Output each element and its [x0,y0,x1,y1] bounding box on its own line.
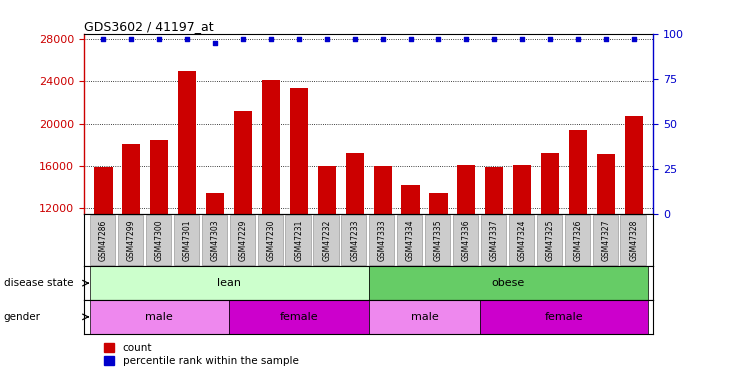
Text: male: male [145,312,173,322]
FancyBboxPatch shape [90,266,369,300]
Point [545,36,556,42]
Point [488,36,500,42]
Point [628,36,639,42]
Text: gender: gender [4,312,41,322]
Bar [513,165,531,336]
FancyBboxPatch shape [201,215,227,265]
FancyBboxPatch shape [229,300,369,334]
Bar [569,130,587,336]
FancyBboxPatch shape [481,215,506,265]
FancyBboxPatch shape [369,266,648,300]
Bar [374,166,392,336]
FancyBboxPatch shape [509,215,534,265]
Text: GSM47229: GSM47229 [239,219,247,261]
FancyBboxPatch shape [537,215,562,265]
Point [377,36,388,42]
Text: GSM47326: GSM47326 [574,219,583,261]
Point [293,36,304,42]
Point [516,36,528,42]
FancyBboxPatch shape [453,215,478,265]
Text: GSM47328: GSM47328 [629,219,638,261]
FancyBboxPatch shape [425,215,450,265]
Bar [94,167,112,336]
Bar [318,166,336,336]
Text: GSM47231: GSM47231 [294,219,304,261]
Text: GSM47336: GSM47336 [462,219,471,261]
Point [153,36,165,42]
Text: GSM47333: GSM47333 [378,219,387,261]
Point [210,40,221,46]
Text: disease state: disease state [4,278,73,288]
Point [433,36,445,42]
Text: GSM47327: GSM47327 [602,219,610,261]
Bar [457,165,475,336]
Legend: count, percentile rank within the sample: count, percentile rank within the sample [104,343,299,366]
FancyBboxPatch shape [480,300,648,334]
Text: female: female [545,312,583,322]
FancyBboxPatch shape [285,215,310,265]
Text: GSM47300: GSM47300 [155,219,164,261]
Text: male: male [410,312,438,322]
Bar [625,116,643,336]
Bar [150,140,169,336]
FancyBboxPatch shape [593,215,618,265]
FancyBboxPatch shape [230,215,255,265]
Text: GSM47325: GSM47325 [545,219,555,261]
Text: GSM47337: GSM47337 [490,219,499,261]
FancyBboxPatch shape [258,215,283,265]
Text: female: female [280,312,318,322]
Text: GDS3602 / 41197_at: GDS3602 / 41197_at [84,20,214,33]
Text: GSM47324: GSM47324 [518,219,526,261]
Bar [429,193,447,336]
Text: GSM47286: GSM47286 [99,219,108,261]
FancyBboxPatch shape [90,300,229,334]
FancyBboxPatch shape [174,215,199,265]
Text: GSM47230: GSM47230 [266,219,275,261]
Text: GSM47303: GSM47303 [211,219,220,261]
Point [404,36,416,42]
Text: GSM47232: GSM47232 [322,219,331,261]
FancyBboxPatch shape [342,215,366,265]
Point [461,36,472,42]
Point [126,36,137,42]
FancyBboxPatch shape [90,215,115,265]
FancyBboxPatch shape [313,215,339,265]
FancyBboxPatch shape [397,215,422,265]
Text: GSM47334: GSM47334 [406,219,415,261]
Bar [345,153,364,336]
Text: lean: lean [217,278,241,288]
Point [265,36,277,42]
Text: GSM47299: GSM47299 [127,219,136,261]
Text: GSM47301: GSM47301 [182,219,192,261]
Bar [402,185,420,336]
FancyBboxPatch shape [146,215,171,265]
Bar [123,144,140,336]
Bar [290,88,308,336]
Point [572,36,584,42]
Point [600,36,612,42]
Bar [178,71,196,336]
Text: GSM47233: GSM47233 [350,219,359,261]
Text: GSM47335: GSM47335 [434,219,443,261]
Point [237,36,249,42]
FancyBboxPatch shape [564,215,590,265]
Text: obese: obese [491,278,525,288]
FancyBboxPatch shape [369,300,480,334]
Bar [541,153,559,336]
Point [181,36,193,42]
Bar [262,80,280,336]
Point [349,36,361,42]
Point [98,36,110,42]
FancyBboxPatch shape [620,215,645,265]
Point [321,36,333,42]
FancyBboxPatch shape [369,215,394,265]
Bar [485,167,503,336]
FancyBboxPatch shape [118,215,143,265]
Bar [597,154,615,336]
Bar [206,193,224,336]
Bar [234,111,252,336]
